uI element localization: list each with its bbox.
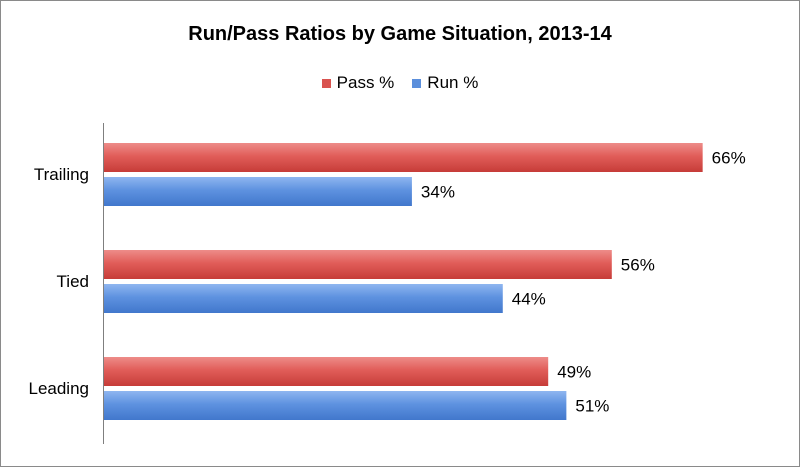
legend-swatch-pass [321,78,331,88]
bar-run-tied [103,284,503,313]
bar-pass-leading [103,357,549,386]
data-label-pass-tied: 56% [621,256,655,275]
legend: Pass % Run % [1,73,799,93]
chart-title: Run/Pass Ratios by Game Situation, 2013-… [188,23,612,45]
data-label-pass-leading: 49% [557,363,591,382]
legend-item-run: Run % [412,73,478,93]
category-label-leading: Leading [28,379,89,398]
bars-group [103,143,703,420]
data-label-run-leading: 51% [575,397,609,416]
data-label-run-trailing: 34% [421,183,455,202]
legend-swatch-run [412,78,422,88]
bar-run-leading [103,391,567,420]
bar-pass-tied [103,250,612,279]
data-label-run-tied: 44% [512,290,546,309]
legend-item-pass: Pass % [321,73,395,93]
category-label-tied: Tied [57,272,89,291]
labels-group: 66% 34% Trailing 56% 44% Tied 49% 51% Leading [28,149,745,416]
data-label-pass-trailing: 66% [712,149,746,168]
bar-pass-trailing [103,143,703,172]
legend-label-pass: Pass % [336,73,395,92]
legend-label-run: Run % [427,73,479,92]
bar-run-trailing [103,177,412,206]
category-label-trailing: Trailing [34,165,89,184]
